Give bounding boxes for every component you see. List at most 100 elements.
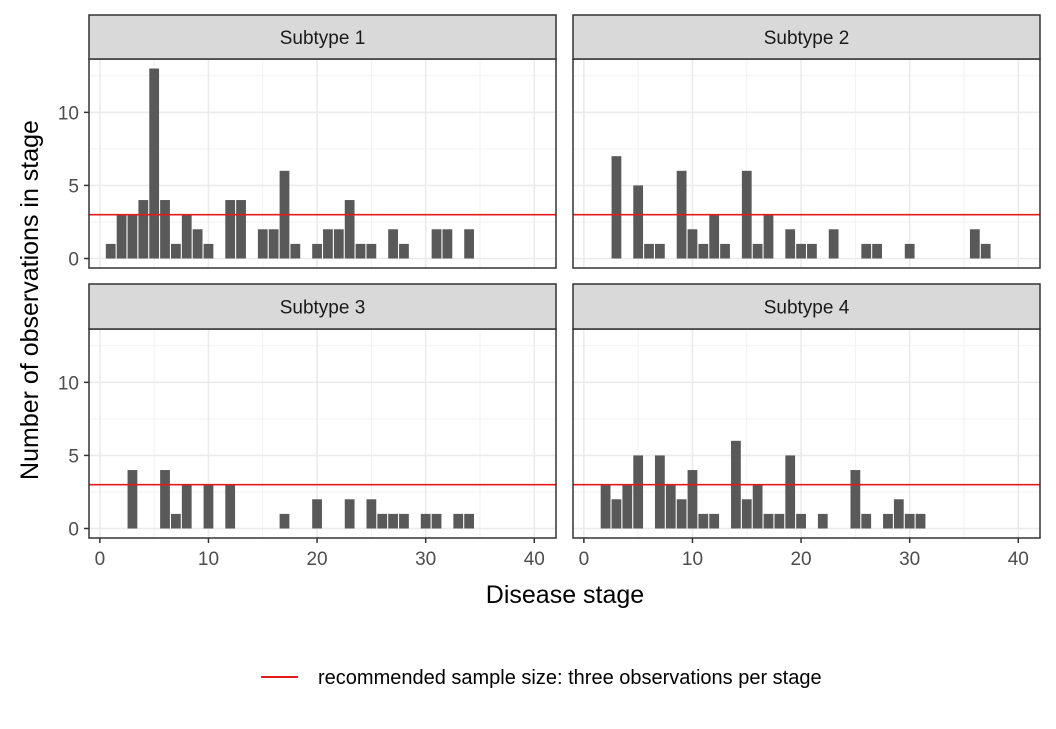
panel-4-bar: [698, 513, 709, 529]
panel-4-bar: [622, 484, 633, 529]
panel-1-bar: [366, 243, 377, 259]
panel-4-bar: [611, 499, 622, 529]
panel-2-bar: [904, 243, 915, 259]
legend-label: recommended sample size: three observati…: [318, 667, 822, 689]
panel-3-bar: [366, 499, 377, 529]
panel-3-bar: [344, 499, 355, 529]
panel-2-bar: [644, 243, 654, 259]
panel-4-x-tick-label: 0: [579, 549, 590, 570]
panel-4-bar: [752, 484, 763, 529]
panel-1-bar: [236, 200, 246, 259]
panel-1-bar: [323, 229, 333, 259]
panel-3-bar: [399, 513, 409, 529]
panel-4-bar: [893, 499, 904, 529]
panel-3-x-tick-label: 0: [95, 549, 106, 570]
legend: recommended sample size: three observati…: [261, 667, 822, 689]
panel-4-bar: [904, 513, 915, 529]
panel-2-bar: [687, 229, 698, 259]
panel-3-bar: [453, 513, 464, 529]
panel-3-bar: [312, 499, 322, 529]
panel-4-x-tick-label: 20: [790, 549, 811, 570]
panel-3-y-tick-label: 10: [58, 373, 79, 394]
panel-1-bar: [355, 243, 366, 259]
panel-1-bar: [116, 214, 127, 259]
panel-3-x-tick-label: 40: [524, 549, 545, 570]
y-axis-title: Number of observations in stage: [16, 120, 44, 480]
panel-2: Subtype 2: [572, 14, 1041, 269]
panel-2-bar: [720, 243, 730, 259]
panel-1-bar: [388, 229, 398, 259]
panel-1-bar: [333, 229, 344, 259]
panel-1-bar: [399, 243, 409, 259]
panel-1-bar: [149, 68, 160, 259]
panel-2-bar: [785, 229, 796, 259]
panel-2-bar: [861, 243, 872, 259]
panel-4-bar: [850, 470, 861, 529]
panel-1-strip-label: Subtype 1: [280, 28, 366, 49]
panel-4-bar: [676, 499, 687, 529]
panel-3-bar: [203, 484, 214, 529]
panel-3-bar: [279, 513, 290, 529]
panel-1-bar: [344, 200, 355, 259]
panel-1-bar: [431, 229, 442, 259]
panel-2-bar: [980, 243, 991, 259]
panel-4-bar: [654, 455, 665, 529]
panel-4-bar: [883, 513, 893, 529]
panel-4-strip: [572, 283, 1041, 330]
panel-2-bar: [763, 214, 774, 259]
panel-2-bar: [872, 243, 882, 259]
panel-1-bar: [257, 229, 268, 259]
panel-4: Subtype 4: [572, 283, 1041, 539]
panel-1-bar: [442, 229, 453, 259]
panel-3-bar: [170, 513, 181, 529]
panel-4-x-tick-label: 10: [682, 549, 703, 570]
axes: 0 5 10 0 5 10 0 10 20 30 40 0 10 20 30 40: [58, 103, 1029, 570]
panel-3-bar: [181, 484, 192, 529]
panel-1-y-tick-label: 0: [68, 250, 79, 271]
panel-4-bar: [687, 470, 698, 529]
panel-4-bar: [796, 513, 806, 529]
panel-1-bar: [105, 243, 116, 259]
panel-4-bar: [861, 513, 872, 529]
panel-4-strip-label: Subtype 4: [764, 298, 850, 319]
panel-1-bar: [127, 214, 138, 259]
panel-4-bar: [915, 513, 926, 529]
panel-1-bar: [268, 229, 279, 259]
panel-1-y-tick-label: 10: [58, 103, 79, 124]
panel-2-bar: [611, 156, 622, 259]
panel-3-x-tick-label: 20: [306, 549, 327, 570]
panel-4-bar: [709, 513, 720, 529]
panel-1-bar: [290, 243, 301, 259]
panel-3-y-tick-label: 0: [68, 520, 79, 541]
panel-4-bar: [817, 513, 828, 529]
panel-1-y-tick-label: 5: [68, 176, 79, 197]
panel-3-bar: [388, 513, 398, 529]
panel-2-bar: [796, 243, 806, 259]
panel-2-strip: [572, 14, 1041, 60]
panel-2-bar: [752, 243, 763, 259]
panel-1-bar: [138, 200, 149, 259]
panel-2-bar: [654, 243, 665, 259]
panel-1-bar: [181, 214, 192, 259]
panel-3-x-tick-label: 10: [198, 549, 219, 570]
panel-4-bar: [600, 484, 611, 529]
panel-1-strip: [88, 14, 557, 60]
panel-3-bar: [420, 513, 431, 529]
panel-2-bar: [969, 229, 980, 259]
panel-3-strip-label: Subtype 3: [280, 298, 366, 319]
panel-2-bar: [807, 243, 817, 259]
panel-1-bar: [312, 243, 322, 259]
panel-4-bar: [774, 513, 785, 529]
panel-4-bar: [785, 455, 796, 529]
panel-1-bar: [160, 200, 170, 259]
panel-4-bar: [665, 484, 676, 529]
panel-4-bar: [741, 499, 752, 529]
panel-1-bar: [170, 243, 181, 259]
panel-2-background: [573, 59, 1040, 268]
panel-1: Subtype 1: [88, 14, 557, 269]
panel-2-strip-label: Subtype 2: [764, 28, 850, 49]
panel-2-bar: [633, 185, 644, 259]
panel-2-bar: [709, 214, 720, 259]
panel-4-bar: [763, 513, 774, 529]
